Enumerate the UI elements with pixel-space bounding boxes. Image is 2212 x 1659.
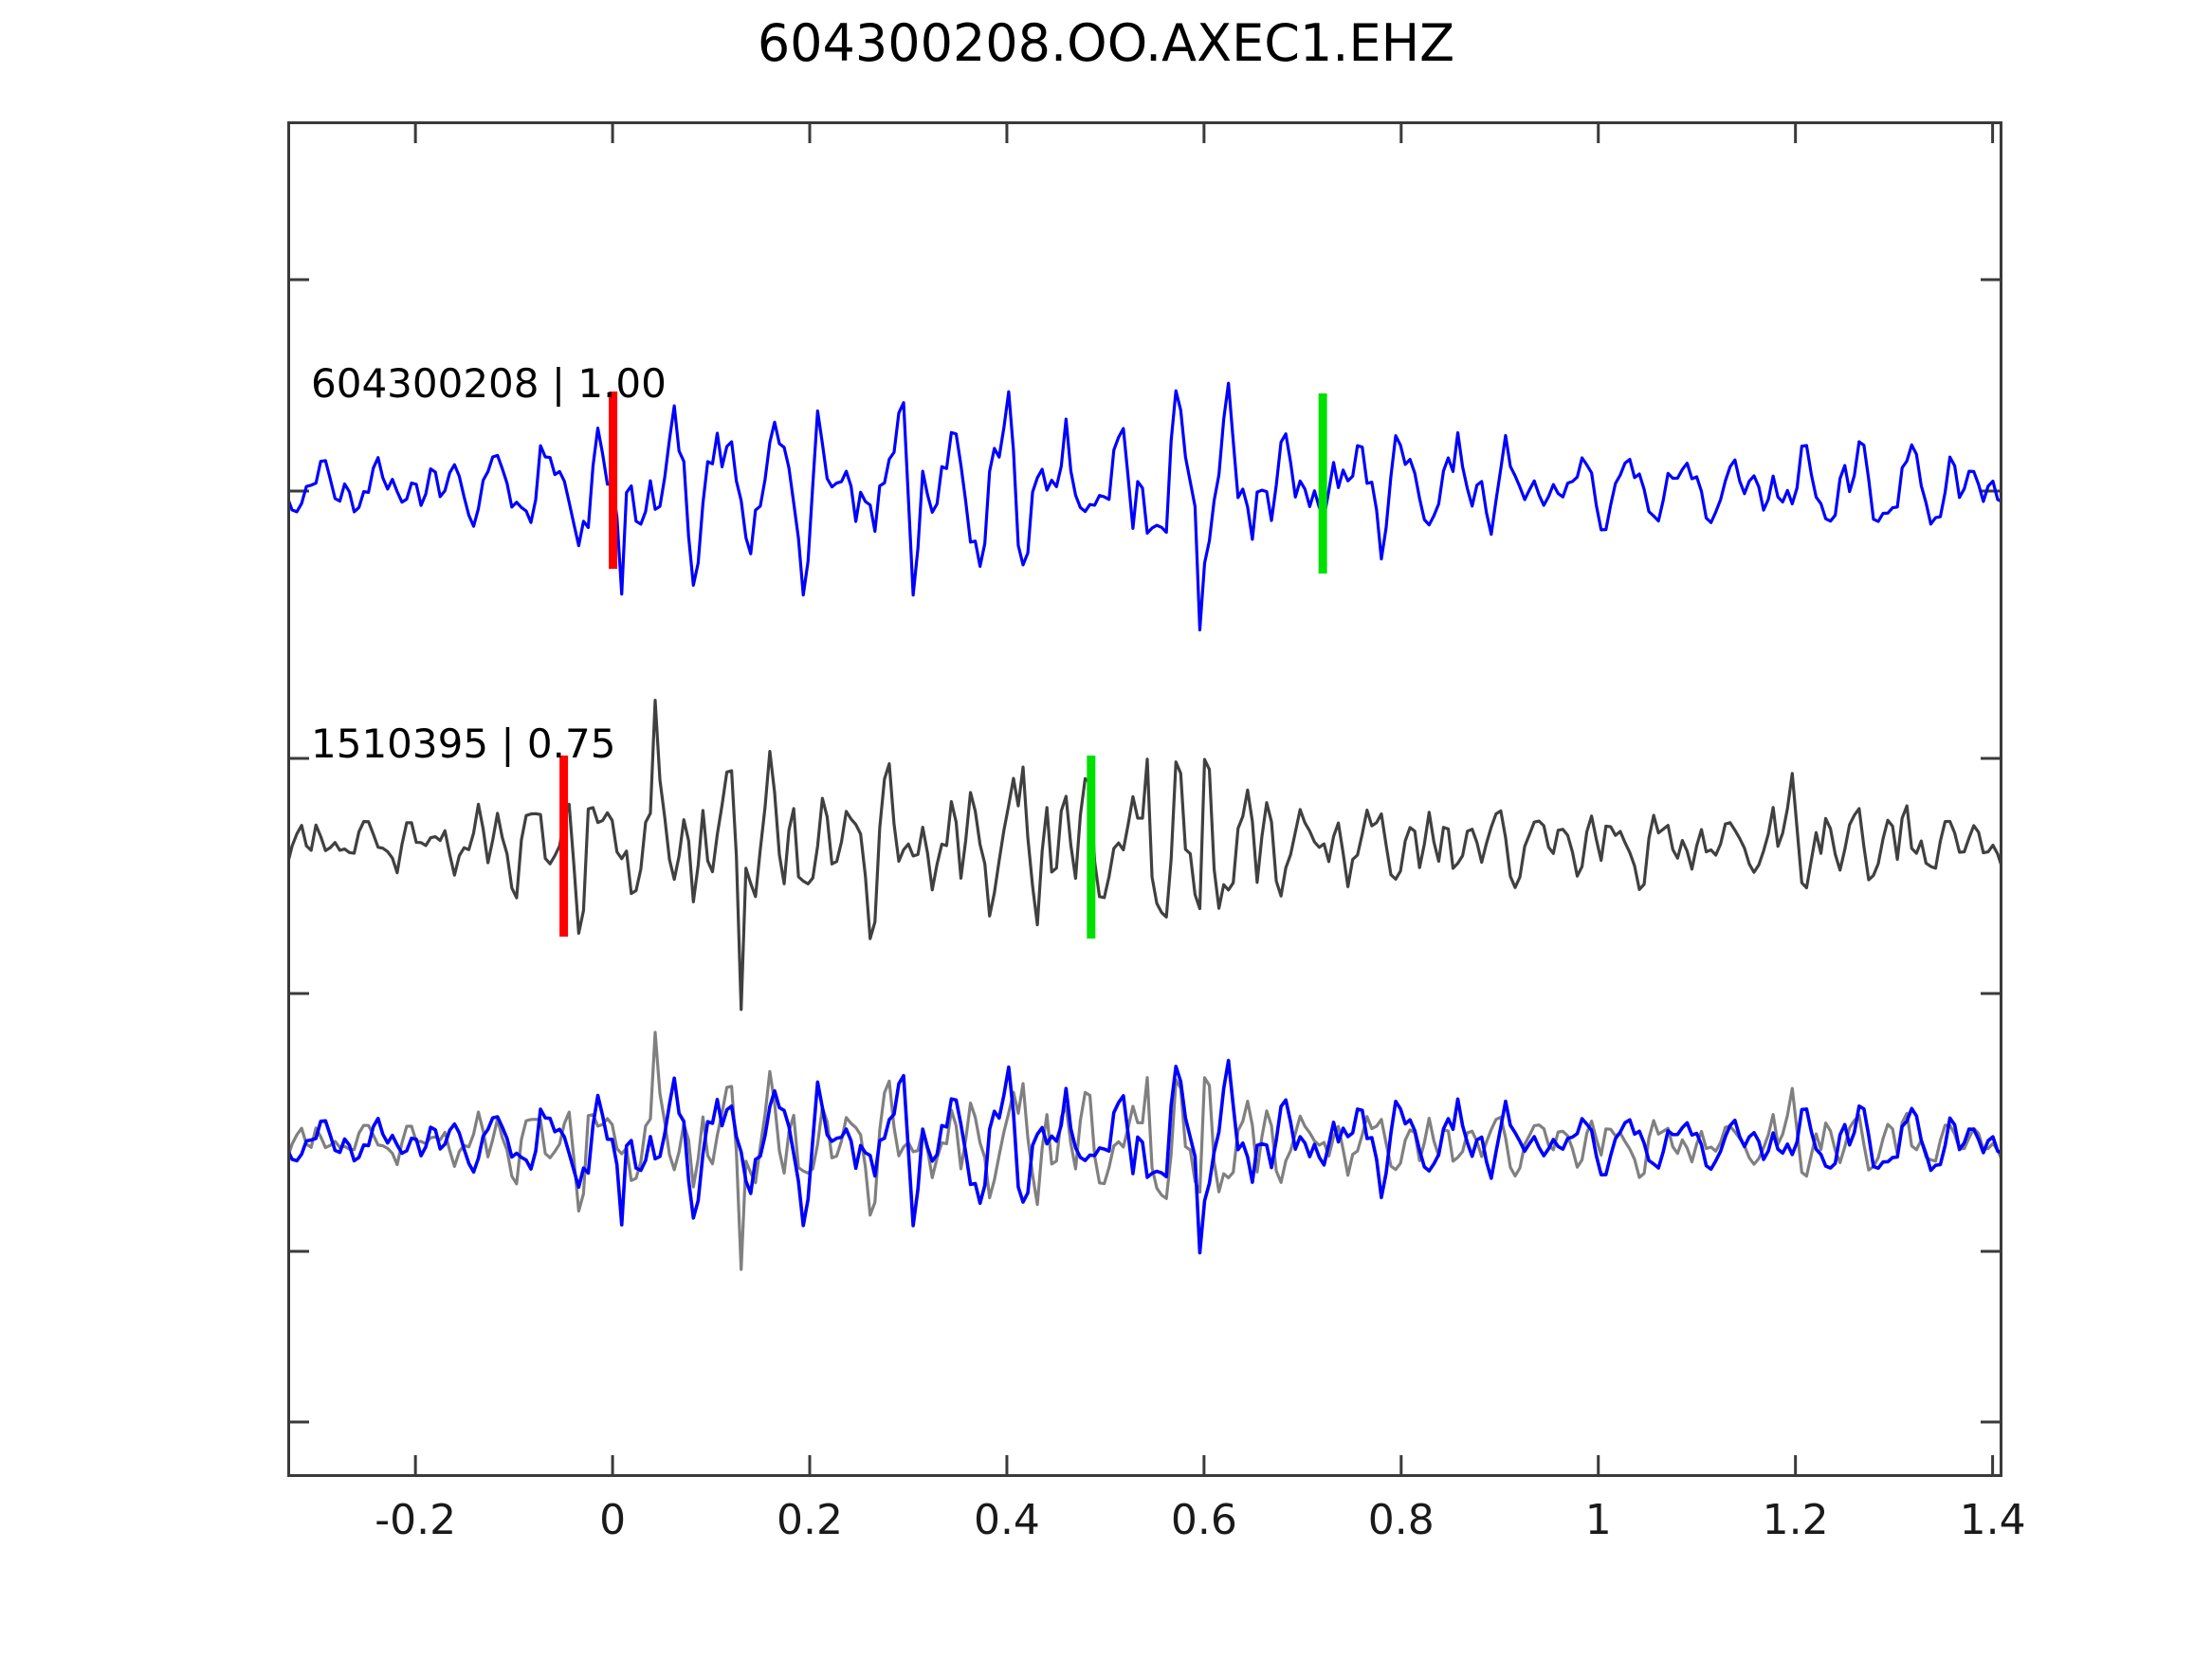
page-title: 604300208.OO.AXEC1.EHZ <box>757 13 1455 73</box>
s-pick-trace-1 <box>1318 393 1327 574</box>
plot-area <box>287 121 2002 1477</box>
overlay-waveform-blue <box>290 1058 2000 1255</box>
x-tick-label-1: 0 <box>599 1496 627 1544</box>
x-tick-label-3: 0.4 <box>973 1496 1040 1544</box>
trace-1-label: 604300208 | 1.00 <box>311 360 667 407</box>
waveform-canvas <box>290 124 2000 1474</box>
x-tick-label-2: 0.2 <box>777 1496 844 1544</box>
x-tick-label-6: 1 <box>1584 1496 1612 1544</box>
waveform-trace-2 <box>290 699 2000 1012</box>
x-tick-label-0: -0.2 <box>375 1496 457 1544</box>
p-pick-trace-2 <box>559 756 569 937</box>
trace-2-label: 1510395 | 0.75 <box>311 720 616 767</box>
x-tick-label-7: 1.2 <box>1762 1496 1829 1544</box>
x-tick-label-5: 0.8 <box>1367 1496 1435 1544</box>
s-pick-trace-2 <box>1087 756 1096 939</box>
p-pick-trace-1 <box>609 392 618 569</box>
x-tick-label-4: 0.6 <box>1170 1496 1237 1544</box>
x-tick-label-8: 1.4 <box>1959 1496 2026 1544</box>
overlay-waveform-gray <box>290 1030 2000 1271</box>
waveform-trace-1 <box>290 381 2000 631</box>
